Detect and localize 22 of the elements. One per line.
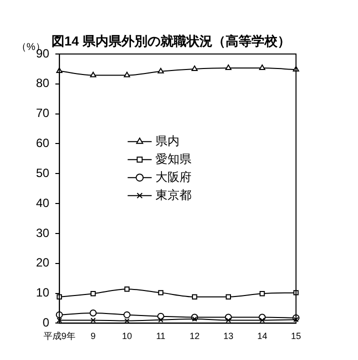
x-tick-label: 12 [190,331,200,342]
y-tick-label: 80 [36,76,50,90]
y-tick-label: 20 [36,256,50,270]
y-tick-label: 0 [42,316,50,330]
y-tick-label: 30 [36,226,50,240]
legend-label: 大阪府 [156,170,192,184]
y-tick-label: 10 [36,286,50,300]
chart-title: 図14 県内県外別の就職状況（高等学校） [51,34,290,49]
y-tick-label: 70 [36,106,50,120]
x-tick-label: 13 [223,331,234,342]
x-tick-label: 15 [290,331,302,342]
y-tick-label: 40 [36,196,50,210]
y-tick-label: 50 [36,166,50,180]
x-tick-label: 10 [122,331,132,342]
legend-label: 東京都 [156,188,192,202]
legend-label: 県内 [156,134,180,148]
x-tick-label: 9 [90,331,96,342]
x-tick-label: 11 [156,331,166,342]
legend-label: 愛知県 [156,152,192,166]
x-tick-label: 14 [257,331,268,342]
y-tick-label: 60 [36,136,50,150]
x-tick-label: 平成9年 [43,331,76,342]
